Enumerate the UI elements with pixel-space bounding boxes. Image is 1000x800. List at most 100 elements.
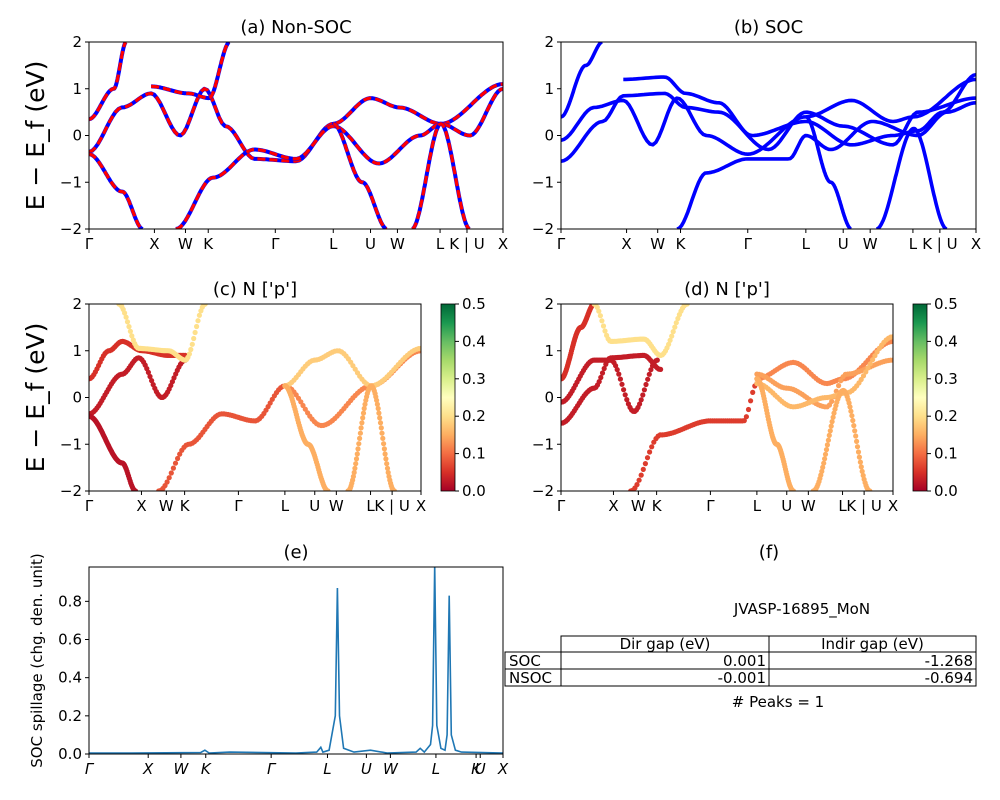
band-point xyxy=(741,418,747,424)
x-tick-label: K xyxy=(203,235,214,253)
table-caption: JVASP-16895_MoN xyxy=(733,600,870,619)
band-point xyxy=(672,324,678,330)
y-tick-label: −1 xyxy=(60,173,82,191)
y-tick-label: −2 xyxy=(532,482,554,500)
plot-area xyxy=(561,304,893,491)
colorbar-tick-label: 0.1 xyxy=(934,445,958,463)
band-point xyxy=(385,469,391,476)
band-point xyxy=(175,455,181,462)
band-point xyxy=(164,479,170,485)
band-point xyxy=(854,438,860,444)
band-point xyxy=(384,465,391,471)
x-tick-label: X xyxy=(971,235,981,253)
table-row-label: SOC xyxy=(509,652,541,670)
band-point xyxy=(638,397,644,403)
band-point xyxy=(856,454,863,460)
band-point xyxy=(829,419,835,425)
plot-series-group xyxy=(561,304,893,491)
band-point xyxy=(359,420,365,426)
x-tick-label: Γ xyxy=(557,235,566,253)
x-tick-label: X xyxy=(142,760,154,778)
table-cell: -0.694 xyxy=(925,669,973,687)
y-tick-label: 1 xyxy=(72,80,82,98)
colorbar-tick-label: 0.5 xyxy=(462,295,486,313)
table-column-header: Indir gap (eV) xyxy=(821,635,924,653)
y-tick-label: 0 xyxy=(544,389,554,407)
band-point xyxy=(640,392,646,398)
band-point xyxy=(831,410,837,416)
x-tick-label: W xyxy=(801,497,816,515)
band-point xyxy=(598,374,604,381)
table-cell: -1.268 xyxy=(925,652,973,670)
y-tick-label: 0.0 xyxy=(58,745,82,763)
band-point xyxy=(825,437,832,443)
band-point xyxy=(748,398,754,404)
colorbar-tick-label: 0.2 xyxy=(462,407,486,425)
band-point xyxy=(189,341,195,347)
band-point xyxy=(872,353,878,359)
x-tick-label: W xyxy=(650,235,665,253)
band-point xyxy=(654,357,660,363)
band-point xyxy=(823,447,830,453)
x-tick-label: Γ xyxy=(744,235,753,253)
band-point xyxy=(300,402,306,409)
band-point xyxy=(858,464,864,470)
panel-title: (a) Non-SOC xyxy=(240,17,351,38)
band-point xyxy=(824,442,831,448)
band-point xyxy=(374,401,380,407)
x-tick-label: X xyxy=(888,497,898,515)
panel-f: (f) JVASP-16895_MoN Dir gap (eV) Indir gap … xyxy=(504,542,977,711)
x-tick-label: U xyxy=(781,497,792,515)
band-line-dash-6 xyxy=(411,122,471,229)
band-point xyxy=(616,371,622,377)
colorbar-tick-label: 0.3 xyxy=(462,370,486,388)
x-tick-label: X xyxy=(416,497,426,515)
colorbar xyxy=(912,303,928,492)
band-point xyxy=(597,313,604,319)
y-tick-label: −2 xyxy=(60,220,82,238)
band-point xyxy=(669,333,675,339)
band-point xyxy=(640,466,646,472)
band-point xyxy=(852,428,858,434)
band-point xyxy=(356,441,362,447)
band-point xyxy=(378,425,384,431)
band-point xyxy=(188,346,194,353)
band-point xyxy=(838,378,844,384)
x-tick-label: L xyxy=(909,235,918,253)
band-point xyxy=(126,324,132,330)
band-point xyxy=(357,435,363,441)
band-point xyxy=(129,333,135,339)
band-point xyxy=(666,341,672,347)
x-tick-label: K | U xyxy=(374,497,409,515)
x-tick-label: W xyxy=(390,235,405,253)
x-tick-label: Γ xyxy=(85,497,94,515)
band-point xyxy=(829,398,835,404)
band-point xyxy=(170,465,176,471)
band-point xyxy=(391,488,397,491)
band-line-dash-2 xyxy=(89,152,144,229)
y-tick-label: −1 xyxy=(532,173,554,191)
band-point xyxy=(822,456,828,462)
band-point xyxy=(147,373,153,380)
band-point xyxy=(596,308,602,314)
band-point xyxy=(377,420,384,426)
band-point xyxy=(890,338,893,344)
band-point xyxy=(820,464,826,470)
y-tick-label: 2 xyxy=(544,295,554,313)
band-line-dash-0 xyxy=(89,42,128,121)
band-line-6 xyxy=(875,126,949,229)
band-point xyxy=(847,404,853,410)
band-point xyxy=(860,373,867,379)
x-tick-label: L xyxy=(436,235,445,253)
band-point xyxy=(377,415,383,421)
colorbar-tick-label: 0.3 xyxy=(934,370,958,388)
band-point xyxy=(354,451,360,457)
band-point xyxy=(122,310,128,316)
x-tick-label: U xyxy=(475,760,486,778)
band-point xyxy=(867,361,873,367)
band-point xyxy=(642,461,649,467)
y-tick-label: −1 xyxy=(532,435,554,453)
